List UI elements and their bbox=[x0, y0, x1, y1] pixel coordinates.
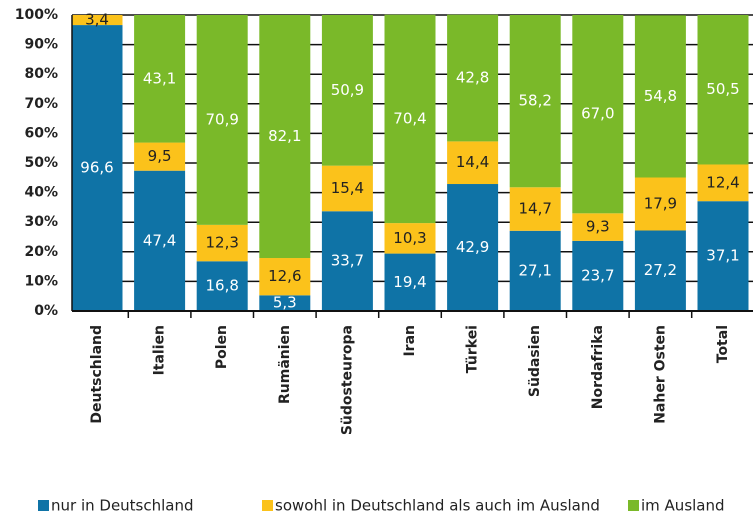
x-tick-label: Südosteuropa bbox=[339, 325, 355, 435]
data-label: 37,1 bbox=[706, 247, 739, 265]
bar-segment bbox=[634, 15, 686, 178]
data-label: 17,9 bbox=[644, 194, 677, 212]
data-label: 15,4 bbox=[331, 179, 364, 197]
data-label: 50,5 bbox=[706, 80, 739, 98]
bar-segment bbox=[384, 253, 436, 311]
data-label: 12,4 bbox=[706, 173, 739, 191]
data-label: 9,3 bbox=[586, 218, 610, 236]
bar-segment bbox=[259, 258, 311, 296]
y-tick-label: 50% bbox=[24, 155, 58, 171]
x-tick-label: Türkei bbox=[465, 325, 481, 373]
data-label: 42,9 bbox=[456, 238, 489, 256]
bar-segment bbox=[634, 230, 686, 311]
y-tick-label: 70% bbox=[24, 96, 58, 112]
bar-segment bbox=[509, 15, 561, 188]
x-tick-label: Polen bbox=[214, 325, 230, 369]
bar-segment bbox=[71, 25, 123, 312]
bar-segment bbox=[134, 142, 186, 171]
bar-segment bbox=[509, 230, 561, 311]
bar-segment bbox=[509, 187, 561, 231]
legend-swatch bbox=[628, 500, 639, 511]
x-tick-label: Naher Osten bbox=[652, 325, 668, 424]
y-tick-label: 20% bbox=[24, 244, 58, 260]
data-label: 9,5 bbox=[148, 147, 172, 165]
data-label: 47,4 bbox=[143, 231, 176, 249]
bar-segment bbox=[134, 15, 186, 143]
bar-segment bbox=[321, 165, 373, 212]
data-label: 43,1 bbox=[143, 69, 176, 87]
data-label: 54,8 bbox=[644, 87, 677, 105]
bar-segment bbox=[634, 177, 686, 231]
x-tick-label: Südasien bbox=[527, 325, 543, 397]
bar-segment bbox=[259, 295, 311, 311]
data-label: 27,1 bbox=[518, 261, 551, 279]
y-tick-label: 0% bbox=[34, 303, 58, 319]
data-label: 23,7 bbox=[581, 266, 614, 284]
x-tick-label: Total bbox=[715, 325, 731, 363]
legend-label: im Ausland bbox=[641, 497, 725, 515]
bar-segment bbox=[572, 213, 624, 241]
bar-segment bbox=[321, 211, 373, 311]
bar-segment bbox=[384, 223, 436, 254]
bar-segment bbox=[196, 224, 248, 262]
data-label: 14,7 bbox=[518, 200, 551, 218]
data-label: 70,4 bbox=[393, 109, 426, 127]
x-tick-label: Italien bbox=[152, 325, 168, 375]
bar-segment bbox=[134, 170, 186, 311]
data-label: 12,6 bbox=[268, 267, 301, 285]
data-label: 33,7 bbox=[331, 252, 364, 270]
bar-segment bbox=[447, 184, 499, 311]
data-label: 42,8 bbox=[456, 69, 489, 87]
y-tick-label: 100% bbox=[15, 7, 58, 23]
x-tick-label: Rumänien bbox=[277, 325, 293, 404]
y-tick-label: 10% bbox=[24, 273, 58, 289]
data-label: 96,6 bbox=[80, 159, 113, 177]
x-tick-label: Nordafrika bbox=[590, 325, 606, 409]
legend-swatch bbox=[38, 500, 49, 511]
bar-segment bbox=[196, 261, 248, 311]
data-label: 3,4 bbox=[85, 11, 109, 29]
y-tick-label: 60% bbox=[24, 125, 58, 141]
data-label: 82,1 bbox=[268, 127, 301, 145]
data-label: 5,3 bbox=[273, 294, 297, 312]
data-label: 16,8 bbox=[205, 277, 238, 295]
bar-segment bbox=[572, 15, 624, 214]
data-label: 58,2 bbox=[518, 92, 551, 110]
data-label: 27,2 bbox=[644, 261, 677, 279]
x-tick-label: Deutschland bbox=[89, 325, 105, 424]
bar-segment bbox=[697, 201, 749, 311]
data-label: 12,3 bbox=[205, 234, 238, 252]
legend-label: nur in Deutschland bbox=[51, 497, 194, 515]
bar-segment bbox=[572, 240, 624, 311]
data-label: 19,4 bbox=[393, 273, 426, 291]
bar-segment bbox=[697, 15, 749, 165]
data-label: 67,0 bbox=[581, 105, 614, 123]
y-tick-label: 30% bbox=[24, 214, 58, 230]
data-label: 10,3 bbox=[393, 229, 426, 247]
y-tick-label: 80% bbox=[24, 66, 58, 82]
bar-segment bbox=[447, 14, 499, 142]
data-label: 50,9 bbox=[331, 81, 364, 99]
y-tick-label: 40% bbox=[24, 185, 58, 201]
data-label: 14,4 bbox=[456, 153, 489, 171]
bar-segment bbox=[384, 14, 436, 224]
bar-segment bbox=[259, 15, 311, 259]
bar-segment bbox=[71, 15, 123, 26]
bar-segment bbox=[196, 15, 248, 225]
bar-segment bbox=[697, 164, 749, 202]
bar-segment bbox=[321, 15, 373, 166]
legend-swatch bbox=[262, 500, 273, 511]
legend-label: sowohl in Deutschland als auch im Auslan… bbox=[275, 497, 600, 515]
data-label: 70,9 bbox=[205, 110, 238, 128]
y-tick-label: 90% bbox=[24, 37, 58, 53]
x-tick-label: Iran bbox=[402, 325, 418, 357]
bar-segment bbox=[447, 141, 499, 185]
